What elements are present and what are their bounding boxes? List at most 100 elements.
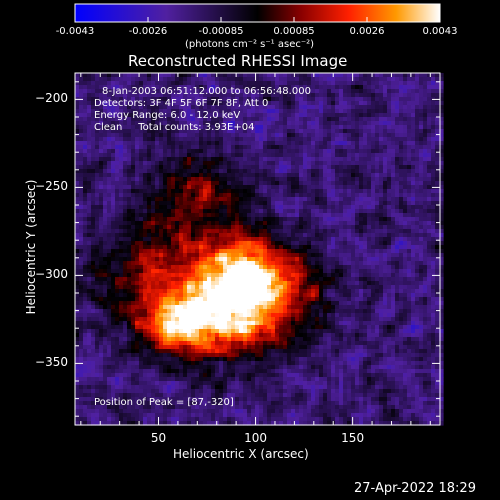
heatmap-pixel	[355, 101, 360, 106]
heatmap-pixel	[199, 101, 204, 106]
heatmap-pixel	[319, 73, 324, 78]
heatmap-pixel	[275, 181, 280, 186]
heatmap-pixel	[431, 197, 436, 202]
heatmap-pixel	[387, 141, 392, 146]
heatmap-pixel	[147, 269, 152, 274]
heatmap-pixel	[255, 133, 260, 138]
heatmap-pixel	[379, 281, 384, 286]
heatmap-pixel	[127, 221, 132, 226]
heatmap-pixel	[355, 241, 360, 246]
heatmap-pixel	[279, 253, 284, 258]
heatmap-pixel	[295, 145, 300, 150]
heatmap-pixel	[383, 253, 388, 258]
heatmap-pixel	[235, 117, 240, 122]
heatmap-pixel	[135, 149, 140, 154]
heatmap-pixel	[251, 269, 256, 274]
heatmap-pixel	[331, 261, 336, 266]
heatmap-pixel	[95, 73, 100, 78]
heatmap-pixel	[395, 257, 400, 262]
heatmap-pixel	[423, 257, 428, 262]
heatmap-pixel	[155, 105, 160, 110]
heatmap-pixel	[259, 213, 264, 218]
heatmap-pixel	[407, 161, 412, 166]
heatmap-pixel	[91, 165, 96, 170]
heatmap-pixel	[143, 217, 148, 222]
heatmap-pixel	[351, 241, 356, 246]
heatmap-pixel	[231, 125, 236, 130]
heatmap-pixel	[227, 181, 232, 186]
heatmap-pixel	[87, 81, 92, 86]
heatmap-pixel	[203, 109, 208, 114]
heatmap-pixel	[123, 237, 128, 242]
heatmap-pixel	[271, 165, 276, 170]
heatmap-pixel	[123, 97, 128, 102]
heatmap-pixel	[91, 249, 96, 254]
heatmap-pixel	[171, 205, 176, 210]
heatmap-pixel	[431, 101, 436, 106]
heatmap-pixel	[79, 141, 84, 146]
heatmap-pixel	[147, 137, 152, 142]
heatmap-pixel	[187, 217, 192, 222]
heatmap-pixel	[123, 149, 128, 154]
heatmap-pixel	[255, 169, 260, 174]
heatmap-pixel	[227, 93, 232, 98]
heatmap-pixel	[387, 257, 392, 262]
heatmap-pixel	[151, 257, 156, 262]
heatmap-pixel	[175, 237, 180, 242]
heatmap-pixel	[127, 129, 132, 134]
heatmap-pixel	[235, 265, 240, 270]
heatmap-pixel	[179, 285, 184, 290]
heatmap-pixel	[239, 149, 244, 154]
heatmap-pixel	[439, 209, 444, 214]
heatmap-pixel	[355, 265, 360, 270]
heatmap-pixel	[215, 205, 220, 210]
heatmap-pixel	[263, 257, 268, 262]
heatmap-pixel	[355, 145, 360, 150]
heatmap-pixel	[315, 89, 320, 94]
heatmap-pixel	[219, 181, 224, 186]
heatmap-pixel	[327, 213, 332, 218]
heatmap-pixel	[351, 173, 356, 178]
heatmap-pixel	[131, 201, 136, 206]
heatmap-pixel	[107, 269, 112, 274]
heatmap-pixel	[311, 173, 316, 178]
heatmap-pixel	[275, 245, 280, 250]
heatmap-pixel	[271, 93, 276, 98]
heatmap-pixel	[419, 217, 424, 222]
heatmap-pixel	[235, 237, 240, 242]
heatmap-pixel	[371, 189, 376, 194]
heatmap-pixel	[347, 285, 352, 290]
heatmap-pixel	[411, 241, 416, 246]
heatmap-pixel	[99, 213, 104, 218]
heatmap-pixel	[175, 89, 180, 94]
heatmap-pixel	[363, 277, 368, 282]
heatmap-pixel	[263, 229, 268, 234]
heatmap-pixel	[359, 201, 364, 206]
heatmap-pixel	[227, 173, 232, 178]
heatmap-pixel	[119, 129, 124, 134]
heatmap-pixel	[423, 285, 428, 290]
heatmap-pixel	[259, 217, 264, 222]
heatmap-pixel	[347, 161, 352, 166]
heatmap-pixel	[247, 181, 252, 186]
heatmap-pixel	[187, 133, 192, 138]
heatmap-pixel	[303, 101, 308, 106]
heatmap-pixel	[439, 257, 444, 262]
heatmap-pixel	[223, 217, 228, 222]
heatmap-pixel	[327, 209, 332, 214]
heatmap-pixel	[147, 217, 152, 222]
heatmap-pixel	[219, 125, 224, 130]
heatmap-pixel	[267, 193, 272, 198]
heatmap-pixel	[159, 237, 164, 242]
heatmap-pixel	[95, 181, 100, 186]
heatmap-pixel	[275, 193, 280, 198]
heatmap-pixel	[143, 261, 148, 266]
heatmap-pixel	[111, 225, 116, 230]
heatmap-pixel	[183, 237, 188, 242]
heatmap-pixel	[135, 225, 140, 230]
heatmap-pixel	[351, 77, 356, 82]
heatmap-pixel	[127, 205, 132, 210]
heatmap-pixel	[439, 213, 444, 218]
heatmap-pixel	[199, 285, 204, 290]
heatmap-pixel	[147, 149, 152, 154]
